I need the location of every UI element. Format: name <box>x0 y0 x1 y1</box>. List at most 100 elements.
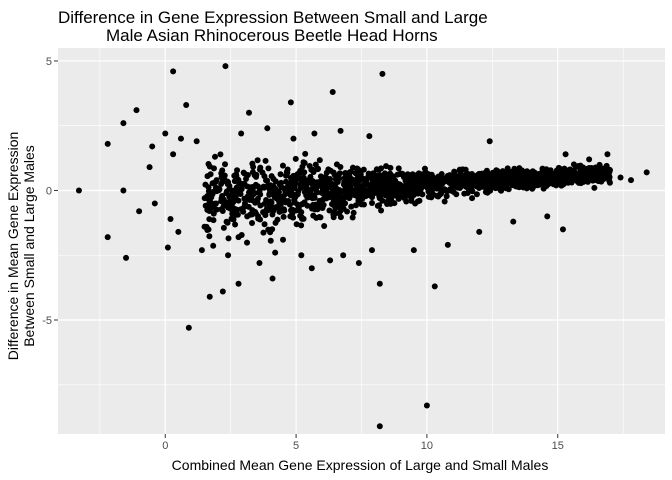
data-point <box>435 173 442 180</box>
data-point <box>370 182 377 189</box>
data-point <box>501 177 508 184</box>
data-point <box>278 179 285 186</box>
data-point <box>512 174 519 181</box>
data-point <box>310 192 317 199</box>
data-point <box>245 203 252 210</box>
data-point <box>435 180 442 187</box>
data-point <box>223 188 230 195</box>
data-point <box>321 191 328 198</box>
data-point <box>183 101 190 108</box>
data-point <box>235 190 242 197</box>
data-point <box>399 188 406 195</box>
data-point <box>592 176 599 183</box>
data-point <box>431 283 438 290</box>
data-point <box>354 166 361 173</box>
data-point <box>249 197 256 204</box>
data-point <box>303 183 310 190</box>
data-point <box>204 193 211 199</box>
data-point <box>259 169 266 176</box>
data-point <box>534 178 541 185</box>
data-point <box>280 236 287 243</box>
data-point <box>394 191 401 198</box>
data-point <box>225 252 232 259</box>
data-point <box>270 183 277 190</box>
data-point <box>408 197 415 204</box>
data-point <box>495 180 502 187</box>
data-point <box>553 173 560 180</box>
data-point <box>261 200 268 207</box>
data-point <box>211 153 218 160</box>
data-point <box>267 237 274 244</box>
data-point <box>606 179 613 186</box>
data-point <box>298 252 305 259</box>
data-point <box>376 195 383 202</box>
data-point <box>360 166 367 173</box>
data-point <box>104 140 111 147</box>
y-tick-label: 5 <box>46 56 52 68</box>
data-point <box>576 171 583 178</box>
data-point <box>319 204 326 211</box>
data-point <box>75 187 82 194</box>
data-point <box>335 201 342 208</box>
data-point <box>285 189 292 196</box>
data-point <box>376 423 383 430</box>
data-point <box>350 209 357 216</box>
data-point <box>262 157 269 164</box>
data-point <box>324 185 331 192</box>
data-point <box>231 205 238 212</box>
data-point <box>286 201 293 208</box>
data-point <box>224 178 231 185</box>
data-point <box>466 182 473 189</box>
data-point <box>460 182 467 189</box>
data-point <box>397 182 404 189</box>
x-axis: 0 5 10 15 <box>162 434 564 452</box>
data-point <box>369 200 375 206</box>
data-point <box>419 171 426 178</box>
data-point <box>455 182 462 189</box>
data-point <box>281 207 288 214</box>
data-point <box>291 183 298 190</box>
data-point <box>334 173 340 180</box>
data-point <box>314 166 321 173</box>
data-point <box>218 195 225 202</box>
data-point <box>582 172 589 179</box>
x-axis-title: Combined Mean Gene Expression of Large a… <box>172 457 549 473</box>
data-point <box>487 187 494 194</box>
data-point <box>510 218 517 225</box>
data-point <box>302 150 309 157</box>
data-point <box>617 174 624 181</box>
data-point <box>120 120 127 127</box>
data-point <box>219 288 226 295</box>
data-point <box>290 135 297 142</box>
data-point <box>486 138 493 145</box>
data-point <box>263 206 270 213</box>
minor-gridlines <box>58 48 665 434</box>
data-point <box>255 215 262 222</box>
data-point <box>240 169 247 176</box>
data-point <box>321 223 328 229</box>
data-point <box>341 192 348 199</box>
data-point <box>209 204 216 211</box>
data-point <box>146 164 153 171</box>
data-point <box>505 186 512 193</box>
data-point <box>265 165 272 172</box>
data-point <box>459 175 466 182</box>
data-point <box>353 202 359 209</box>
data-point <box>218 174 225 181</box>
data-point <box>238 231 245 238</box>
data-point <box>235 280 242 287</box>
data-point <box>355 260 362 267</box>
data-point <box>256 260 263 267</box>
data-point <box>306 163 313 170</box>
data-point <box>297 181 304 188</box>
data-point <box>409 192 416 199</box>
chart-title-line-2: Male Asian Rhinocerous Beetle Head Horns <box>106 26 438 45</box>
y-tick-label: -5 <box>42 315 52 327</box>
data-point <box>604 151 611 158</box>
data-point <box>210 242 217 249</box>
data-point <box>175 228 182 235</box>
data-point <box>409 171 416 178</box>
data-point <box>453 176 460 183</box>
data-point <box>222 161 228 168</box>
y-axis-title-line-2: Between Small and Large Males <box>21 145 37 347</box>
